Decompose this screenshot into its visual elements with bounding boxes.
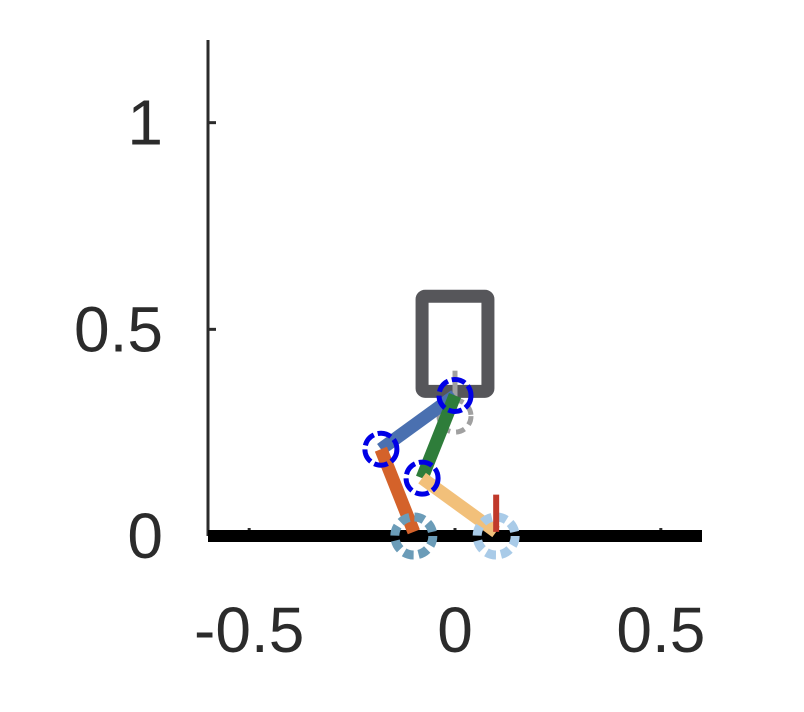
y-tick-label: 0.5 xyxy=(74,293,163,365)
x-tick-label: 0 xyxy=(437,594,473,666)
y-tick-label: 1 xyxy=(127,87,163,159)
joint-marker xyxy=(436,376,474,414)
x-tick-label: 0.5 xyxy=(616,594,705,666)
y-tick-label: 0 xyxy=(127,500,163,572)
feet xyxy=(390,494,520,560)
joint-marker xyxy=(362,430,400,468)
hip-dashed-circle xyxy=(436,397,474,435)
foot-contact-marker xyxy=(390,512,438,560)
joints xyxy=(362,376,474,497)
joint-marker xyxy=(403,459,441,497)
x-tick-label: -0.5 xyxy=(194,594,304,666)
axes: 0 0.5 1 -0.5 0 0.5 xyxy=(74,40,705,666)
foot-contact-marker xyxy=(472,512,520,560)
